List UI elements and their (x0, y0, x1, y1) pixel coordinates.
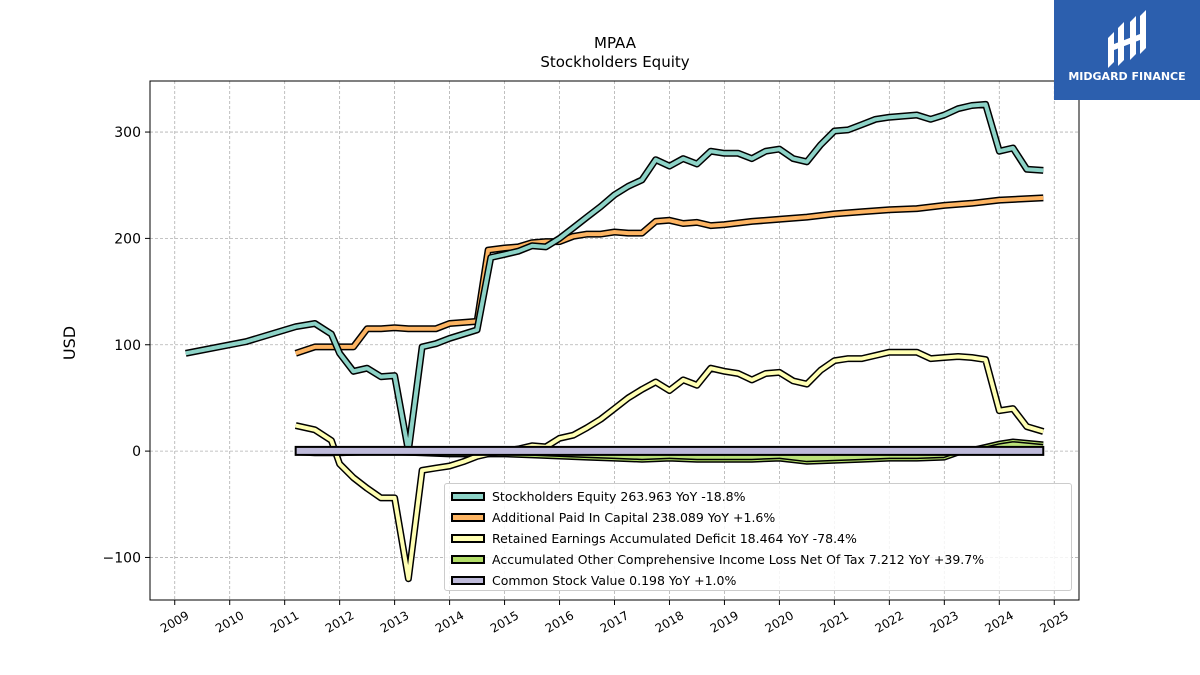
x-tick-label: 2023 (928, 608, 961, 635)
x-tick-label: 2018 (653, 608, 686, 635)
x-tick-label: 2013 (378, 608, 411, 635)
y-tick-label: 200 (114, 231, 141, 247)
chart-title: MPAA (594, 34, 637, 52)
x-tick-label: 2021 (818, 608, 851, 635)
legend-label: Common Stock Value 0.198 YoY +1.0% (492, 572, 737, 588)
x-tick-label: 2016 (543, 608, 576, 635)
brand-logo: MIDGARD FINANCE (1054, 0, 1200, 100)
legend-entry: Stockholders Equity 263.963 YoY -18.8% (451, 488, 746, 504)
y-tick-label: 100 (114, 338, 141, 354)
x-tick-label: 2009 (158, 608, 191, 635)
chart-legend: Stockholders Equity 263.963 YoY -18.8% A… (444, 483, 1072, 591)
series-line (295, 350, 1044, 581)
y-axis-label: USD (60, 326, 79, 360)
series-line (185, 102, 1044, 454)
legend-label: Retained Earnings Accumulated Deficit 18… (492, 530, 857, 546)
series-lines (185, 100, 1045, 583)
x-tick-label: 2012 (323, 608, 356, 635)
x-tick-label: 2017 (598, 608, 631, 635)
y-tick-label: −100 (103, 550, 141, 566)
legend-entry: Additional Paid In Capital 238.089 YoY +… (451, 509, 775, 525)
legend-swatch (451, 554, 485, 564)
series-line (295, 195, 1044, 356)
legend-swatch (451, 575, 485, 585)
y-tick-label: 0 (132, 444, 141, 460)
y-tick-label: 300 (114, 125, 141, 141)
legend-swatch (451, 533, 485, 543)
legend-label: Accumulated Other Comprehensive Income L… (492, 551, 985, 567)
x-tick-label: 2014 (433, 608, 466, 635)
x-tick-label: 2010 (213, 608, 246, 635)
x-tick-label: 2019 (708, 608, 741, 635)
legend-label: Stockholders Equity 263.963 YoY -18.8% (492, 488, 746, 504)
legend-entry: Common Stock Value 0.198 YoY +1.0% (451, 572, 736, 588)
x-tick-label: 2020 (763, 608, 796, 635)
x-tick-label: 2024 (983, 608, 1016, 635)
x-tick-label: 2015 (488, 608, 521, 635)
x-tick-label: 2022 (873, 608, 906, 635)
x-tick-label: 2011 (268, 608, 301, 635)
legend-swatch (451, 512, 485, 522)
legend-swatch (451, 491, 485, 501)
logo-mark-icon (1108, 10, 1146, 68)
legend-label: Additional Paid In Capital 238.089 YoY +… (492, 509, 776, 525)
legend-entry: Accumulated Other Comprehensive Income L… (451, 551, 984, 567)
x-tick-label: 2025 (1038, 608, 1071, 635)
chart-subtitle: Stockholders Equity (540, 53, 689, 71)
legend-entry: Retained Earnings Accumulated Deficit 18… (451, 530, 857, 546)
series-line (294, 445, 1045, 456)
logo-text: MIDGARD FINANCE (1068, 70, 1186, 83)
